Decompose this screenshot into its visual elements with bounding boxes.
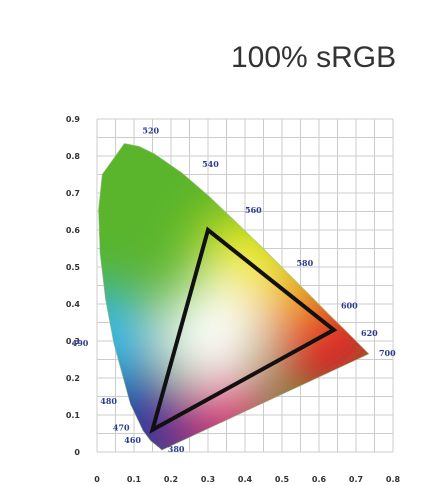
y-tick-label: 0.9 (66, 115, 81, 124)
axis-tick-labels: 0 0.1 0.2 0.3 0.4 0.5 0.6 0.7 0.8 0 0.1 0.2 0.3 0.4 0.… (66, 115, 401, 484)
x-tick-label: 0.7 (349, 475, 363, 484)
y-tick-label: 0.5 (66, 263, 81, 272)
wavelength-label: 520 (142, 125, 159, 135)
y-tick-label: 0.1 (66, 411, 81, 420)
chart-title: 100% sRGB (231, 41, 397, 74)
white-point-region (161, 283, 262, 384)
srgb-gamut-triangle (149, 226, 338, 434)
wavelength-label: 480 (100, 396, 117, 406)
spectral-locus-outline (98, 143, 370, 451)
x-tick-label: 0.1 (127, 475, 142, 484)
y-tick-label: 0.4 (66, 300, 81, 309)
wavelength-label: 490 (72, 338, 89, 348)
y-tick-label: 0 (74, 448, 80, 457)
y-tick-label: 0.6 (66, 226, 81, 235)
y-tick-label: 0.3 (66, 337, 80, 346)
wavelength-label: 600 (341, 300, 358, 310)
x-tick-label: 0.2 (164, 475, 178, 484)
y-tick-label: 0.2 (66, 374, 80, 383)
x-tick-label: 0.6 (312, 475, 327, 484)
wavelength-label: 700 (379, 348, 396, 358)
y-tick-label: 0.7 (66, 189, 80, 198)
wavelength-label: 460 (124, 435, 141, 445)
wavelength-label: 380 (168, 444, 185, 454)
wavelength-label: 540 (202, 159, 219, 169)
wavelength-label: 470 (113, 423, 130, 433)
y-tick-label: 0.8 (66, 152, 81, 161)
wavelength-label: 620 (361, 328, 378, 338)
wavelength-label: 560 (245, 205, 262, 215)
x-tick-label: 0.3 (201, 475, 215, 484)
x-tick-label: 0.8 (386, 475, 401, 484)
x-tick-label: 0.4 (238, 475, 253, 484)
wavelength-label: 580 (296, 258, 313, 268)
x-tick-label: 0 (94, 475, 100, 484)
x-tick-label: 0.5 (275, 475, 290, 484)
